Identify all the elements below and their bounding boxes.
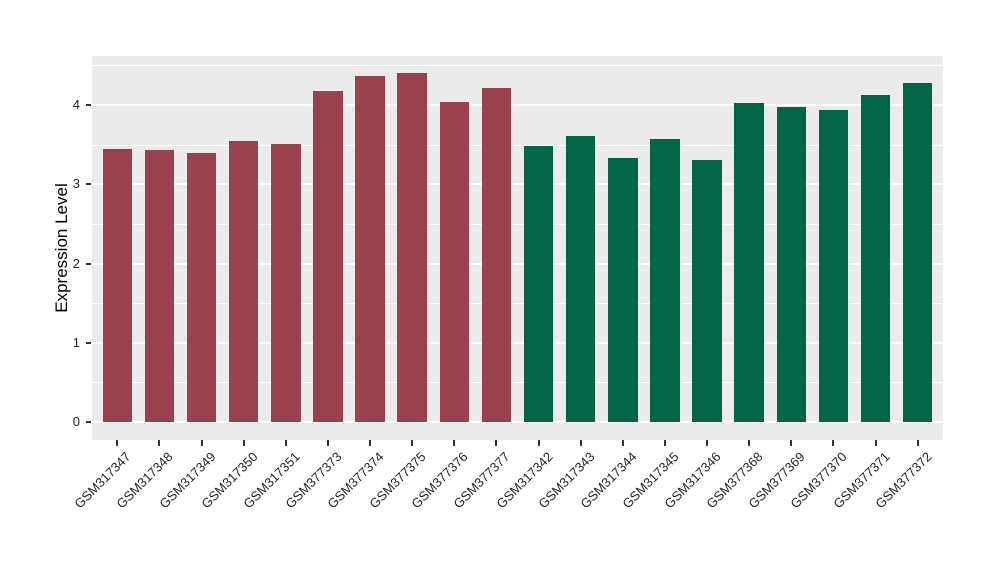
x-axis-tick [621, 440, 624, 446]
x-axis-tick [537, 440, 540, 446]
y-axis-tick [86, 262, 91, 265]
bar [397, 73, 427, 422]
y-axis-tick-label: 4 [72, 97, 80, 112]
gridline-minor [92, 65, 943, 67]
bar [271, 143, 301, 422]
x-axis-tick [495, 440, 498, 446]
bar [144, 150, 175, 422]
bar [439, 101, 470, 422]
x-axis-tick [453, 440, 456, 446]
x-axis-tick [663, 440, 666, 446]
bar [734, 102, 764, 422]
x-axis-tick [579, 440, 582, 446]
plot-panel [92, 56, 943, 440]
bar [608, 158, 638, 422]
bar [818, 109, 849, 422]
bar [902, 82, 933, 422]
x-axis-tick [411, 440, 414, 446]
bar [860, 95, 891, 422]
x-axis-tick [200, 440, 203, 446]
x-axis-tick [748, 440, 751, 446]
x-axis-tick [116, 440, 119, 446]
x-axis-tick [326, 440, 329, 446]
bar [523, 146, 554, 422]
bar [776, 107, 807, 422]
bar [692, 159, 722, 422]
bar [102, 149, 133, 422]
gridline-minor [92, 223, 943, 225]
y-axis-tick [86, 183, 91, 186]
gridline-minor [92, 303, 943, 305]
x-axis-tick [242, 440, 245, 446]
x-axis-tick [369, 440, 372, 446]
y-axis-tick [86, 421, 91, 423]
x-axis-tick [158, 440, 161, 446]
x-axis-tick [832, 440, 835, 446]
bar [481, 88, 512, 422]
gridline-major [92, 104, 943, 106]
y-axis-tick [86, 341, 91, 344]
x-axis-tick [916, 440, 919, 446]
x-axis-tick [790, 440, 793, 446]
gridline-major [92, 183, 943, 186]
x-axis-tick [284, 440, 287, 446]
x-axis-tick [874, 440, 877, 446]
bar [186, 153, 217, 422]
bar [313, 90, 343, 422]
bar [565, 135, 596, 422]
gridline-major [92, 421, 943, 423]
y-axis-tick-label: 1 [72, 334, 80, 350]
x-axis-tick [706, 440, 709, 446]
gridline-major [92, 262, 943, 265]
bar [355, 75, 385, 422]
bar [228, 141, 259, 422]
gridline-minor [92, 144, 943, 146]
gridline-major [92, 341, 943, 344]
y-axis-tick-label: 2 [72, 255, 80, 271]
y-axis-title: Expression Level [52, 183, 71, 313]
bar [650, 139, 680, 422]
gridline-minor [92, 382, 943, 384]
y-axis-tick [86, 104, 91, 106]
y-axis-tick-label: 0 [72, 414, 80, 429]
y-axis-tick-label: 3 [72, 176, 80, 192]
